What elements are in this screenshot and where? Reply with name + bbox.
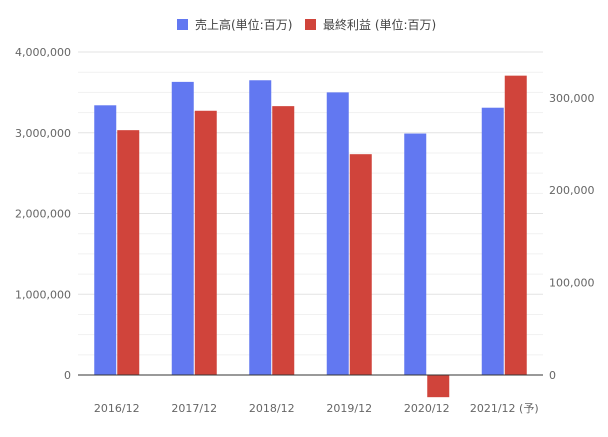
y-left-tick-label: 4,000,000 (15, 46, 71, 59)
bars (94, 75, 527, 398)
legend-swatch (177, 19, 188, 30)
y-left-tick-label: 1,000,000 (15, 288, 71, 301)
bar-profit (427, 375, 450, 398)
x-tick-label: 2018/12 (249, 402, 295, 415)
x-tick-label: 2021/12 (予) (470, 402, 539, 415)
y-right-tick-label: 0 (549, 369, 556, 382)
y-right-tick-label: 200,000 (549, 184, 595, 197)
y-left-tick-label: 2,000,000 (15, 208, 71, 221)
legend: 売上高(単位:百万) 最終利益 (単位:百万) (177, 17, 436, 32)
x-tick-label: 2019/12 (326, 402, 372, 415)
gridlines (78, 51, 543, 356)
bar-profit (504, 75, 527, 376)
bar-sales (481, 107, 504, 375)
x-tick-label: 2020/12 (404, 402, 450, 415)
bar-profit (272, 106, 295, 376)
bar-profit (194, 110, 217, 376)
axes: 0 1,000,000 2,000,000 3,000,000 4,000,000 0 10… (15, 46, 594, 415)
x-tick-label: 2016/12 (94, 402, 140, 415)
bar-sales (326, 92, 349, 375)
x-tick-label: 2017/12 (171, 402, 217, 415)
legend-label: 最終利益 (単位:百万) (323, 17, 436, 32)
y-right-tick-label: 300,000 (549, 92, 595, 105)
bar-sales (404, 133, 427, 375)
legend-label: 売上高(単位:百万) (195, 17, 292, 32)
legend-swatch (305, 19, 316, 30)
bar-sales (94, 105, 117, 376)
y-left-tick-label: 3,000,000 (15, 127, 71, 140)
y-right-tick-label: 100,000 (549, 277, 595, 290)
bar-profit (117, 130, 140, 375)
bar-profit (349, 154, 372, 375)
bar-sales (249, 80, 272, 375)
y-left-tick-label: 0 (64, 369, 71, 382)
bar-sales (171, 81, 194, 375)
